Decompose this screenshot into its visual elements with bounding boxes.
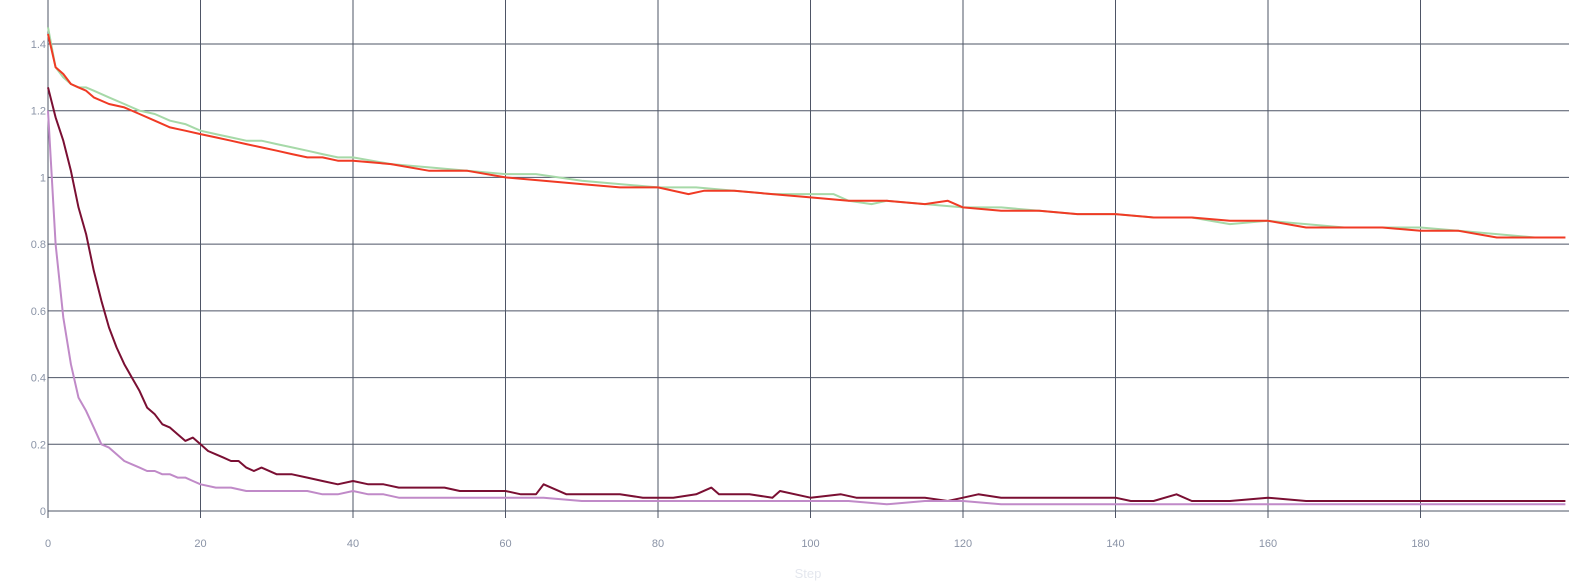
- x-axis-ticks: 0 20 40 60 80 100 120 140 160 180: [45, 538, 1430, 550]
- x-tick-label: 100: [801, 538, 819, 550]
- y-tick-label: 1.4: [31, 39, 46, 51]
- x-tick-label: 80: [652, 538, 664, 550]
- x-tick-label: 180: [1411, 538, 1429, 550]
- x-tick-label: 60: [499, 538, 511, 550]
- series-line-1: [47, 33, 1566, 239]
- x-tick-label: 40: [347, 538, 359, 550]
- y-axis-ticks: 0 0.2 0.4 0.6 0.8 1 1.2 1.4: [31, 39, 46, 518]
- y-tick-label: 0.8: [31, 239, 46, 251]
- y-tick-label: 1.2: [31, 106, 46, 118]
- x-tick-label: 0: [45, 538, 51, 550]
- series-lines: [47, 27, 1566, 506]
- y-tick-label: 0.6: [31, 306, 46, 318]
- x-tick-label: 20: [194, 538, 206, 550]
- series-line-0: [47, 27, 1566, 239]
- y-tick-label: 0.2: [31, 439, 46, 451]
- y-gridlines: [48, 43, 1569, 512]
- x-gridlines: [47, 0, 1421, 518]
- x-axis-label: Step: [795, 566, 822, 581]
- y-tick-label: 0: [40, 506, 46, 518]
- x-tick-label: 120: [954, 538, 972, 550]
- series-line-3: [47, 110, 1566, 506]
- x-tick-label: 140: [1106, 538, 1124, 550]
- y-tick-label: 1: [40, 172, 46, 184]
- x-tick-label: 160: [1259, 538, 1277, 550]
- y-tick-label: 0.4: [31, 373, 46, 385]
- series-line-2: [47, 87, 1566, 502]
